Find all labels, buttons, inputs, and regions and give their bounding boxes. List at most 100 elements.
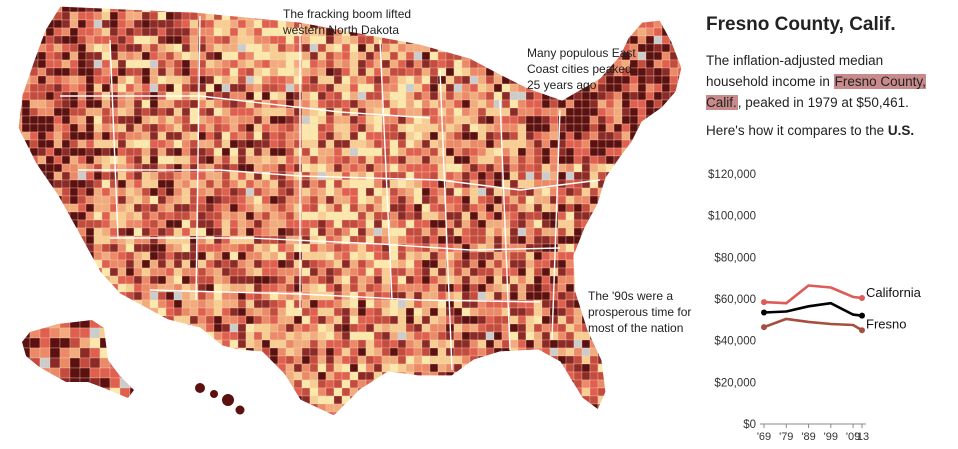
county-cell	[39, 387, 51, 398]
county-cell	[397, 59, 407, 69]
county-cell	[61, 35, 71, 45]
county-cell	[533, 355, 543, 365]
county-cell	[637, 75, 647, 85]
county-cell	[653, 395, 663, 405]
county-cell	[365, 123, 375, 133]
county-cell	[269, 139, 279, 149]
county-cell	[549, 6, 559, 13]
county-cell	[477, 243, 487, 253]
county-cell	[205, 307, 215, 317]
county-cell	[477, 147, 487, 157]
county-cell	[149, 83, 159, 93]
county-cell	[613, 179, 623, 189]
county-cell	[181, 251, 191, 261]
county-cell	[29, 315, 39, 325]
county-cell	[189, 131, 199, 141]
county-cell	[373, 275, 383, 285]
county-cell	[309, 211, 319, 221]
county-cell	[653, 411, 663, 416]
county-cell	[653, 235, 663, 245]
county-cell	[589, 91, 599, 101]
county-cell	[365, 211, 375, 221]
county-cell	[221, 6, 231, 13]
county-cell	[509, 59, 519, 69]
county-cell	[437, 283, 447, 293]
county-cell	[133, 323, 143, 333]
county-cell	[405, 123, 415, 133]
county-cell	[405, 395, 415, 405]
county-cell	[93, 299, 103, 309]
county-cell	[413, 379, 423, 389]
county-cell	[429, 107, 439, 117]
county-cell	[501, 123, 511, 133]
county-cell	[485, 251, 495, 261]
county-cell	[165, 11, 175, 21]
county-cell	[285, 355, 295, 365]
county-cell	[605, 155, 615, 165]
county-cell	[149, 371, 159, 381]
county-cell	[293, 203, 303, 213]
county-cell	[637, 363, 647, 373]
county-cell	[213, 211, 223, 221]
county-cell	[109, 403, 119, 413]
county-cell	[333, 211, 343, 221]
county-cell	[589, 107, 599, 117]
county-cell	[677, 123, 682, 133]
county-cell	[501, 387, 511, 397]
county-cell	[125, 163, 135, 173]
county-cell	[405, 323, 415, 333]
county-cell	[677, 131, 682, 141]
county-cell	[181, 67, 191, 77]
county-cell	[445, 155, 455, 165]
county-cell	[517, 155, 527, 165]
county-cell	[101, 59, 111, 69]
county-cell	[21, 219, 31, 229]
county-cell	[485, 123, 495, 133]
county-cell	[445, 275, 455, 285]
county-cell	[653, 6, 663, 13]
county-cell	[317, 163, 327, 173]
county-cell	[333, 339, 343, 349]
county-cell	[309, 355, 319, 365]
county-cell	[125, 347, 135, 357]
county-cell	[45, 195, 55, 205]
county-cell	[133, 75, 143, 85]
county-cell	[293, 179, 303, 189]
county-cell	[245, 43, 255, 53]
county-cell	[429, 139, 439, 149]
county-cell	[53, 67, 63, 77]
county-cell	[18, 379, 23, 389]
county-cell	[557, 371, 567, 381]
county-cell	[333, 203, 343, 213]
county-cell	[501, 43, 511, 53]
county-cell	[245, 259, 255, 269]
county-cell	[445, 67, 455, 77]
county-cell	[421, 387, 431, 397]
county-cell	[501, 203, 511, 213]
county-cell	[89, 320, 101, 329]
county-cell	[165, 155, 175, 165]
county-cell	[485, 91, 495, 101]
county-cell	[517, 139, 527, 149]
county-cell	[525, 307, 535, 317]
county-cell	[285, 331, 295, 341]
county-cell	[309, 259, 319, 269]
county-cell	[509, 235, 519, 245]
county-cell	[237, 395, 247, 405]
x-tick-label: '79	[779, 431, 793, 443]
county-cell	[509, 379, 519, 389]
county-cell	[285, 83, 295, 93]
county-cell	[589, 243, 599, 253]
county-cell	[501, 115, 511, 125]
county-cell	[173, 195, 183, 205]
county-cell	[18, 171, 23, 181]
county-cell	[477, 259, 487, 269]
county-cell	[677, 19, 682, 29]
county-cell	[141, 75, 151, 85]
county-cell	[565, 227, 575, 237]
county-cell	[85, 35, 95, 45]
county-cell	[621, 99, 631, 109]
county-cell	[549, 403, 559, 413]
county-cell	[229, 387, 239, 397]
county-cell	[437, 331, 447, 341]
